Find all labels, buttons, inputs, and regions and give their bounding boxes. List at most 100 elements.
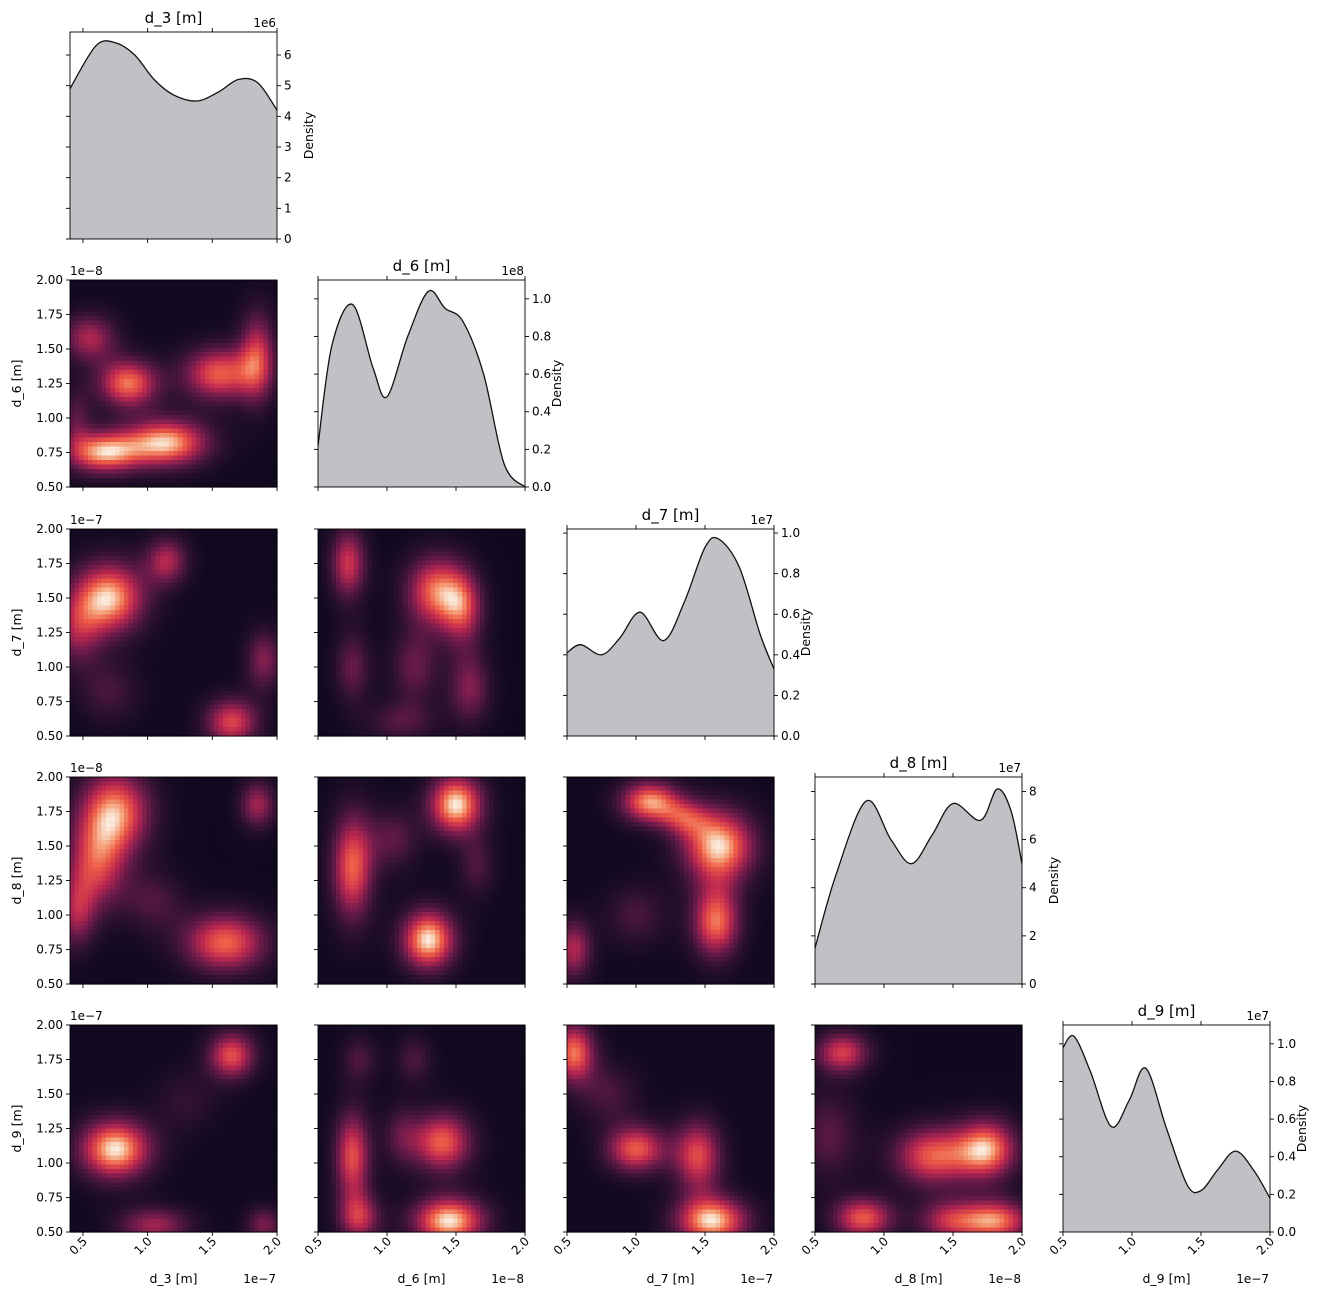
heatmap-cells xyxy=(567,1025,775,1233)
marginal-title: d_7 [m] xyxy=(642,506,700,525)
density-tick-label: 0.0 xyxy=(532,480,551,494)
y-tick-label: 1.50 xyxy=(36,342,63,356)
heatmap-3-4 xyxy=(567,777,775,985)
heatmap-cells xyxy=(815,1025,1023,1233)
y-tick-label: 0.75 xyxy=(36,695,63,709)
density-tick-label: 0.0 xyxy=(781,729,800,743)
marginal-title: d_6 [m] xyxy=(393,257,451,276)
density-axis-label: Density xyxy=(1294,1104,1309,1152)
density-tick-label: 1.0 xyxy=(1277,1037,1296,1051)
density-tick-label: 0.2 xyxy=(781,688,800,702)
y-tick-label: 1.00 xyxy=(36,1156,63,1170)
density-tick-label: 2 xyxy=(1029,929,1037,943)
heatmap-2-3 xyxy=(318,529,526,737)
marginal-title: d_9 [m] xyxy=(1138,1002,1196,1021)
y-tick-label: 2.00 xyxy=(36,770,63,784)
density-offset-label: 1e6 xyxy=(253,16,276,30)
density-tick-label: 1.0 xyxy=(781,526,800,540)
x-offset-label: 1e−7 xyxy=(243,1272,276,1286)
y-tick-label: 1.75 xyxy=(36,805,63,819)
y-tick-label: 0.50 xyxy=(36,729,63,743)
heatmap-1-2 xyxy=(70,280,278,488)
density-tick-label: 2 xyxy=(284,171,292,185)
density-tick-label: 6 xyxy=(284,48,292,62)
heatmap-cells xyxy=(70,777,278,985)
y-tick-label: 1.25 xyxy=(36,377,63,391)
density-tick-label: 0.8 xyxy=(1277,1074,1296,1088)
y-tick-label: 1.00 xyxy=(36,660,63,674)
density-tick-label: 0 xyxy=(284,232,292,246)
density-offset-label: 1e7 xyxy=(998,761,1021,775)
x-axis-title: d_7 [m] xyxy=(646,1271,694,1286)
heatmap-cells xyxy=(318,777,526,985)
y-tick-label: 2.00 xyxy=(36,273,63,287)
y-offset-label: 1e−8 xyxy=(70,264,103,278)
y-tick-label: 1.25 xyxy=(36,626,63,640)
x-offset-label: 1e−8 xyxy=(988,1272,1021,1286)
density-axis-label: Density xyxy=(798,608,813,656)
heatmap-2-4 xyxy=(318,777,526,985)
x-offset-label: 1e−7 xyxy=(1236,1272,1269,1286)
density-tick-label: 3 xyxy=(284,140,292,154)
density-axis-label: Density xyxy=(549,359,564,407)
y-offset-label: 1e−7 xyxy=(70,1009,103,1023)
density-axis-label: Density xyxy=(1046,856,1061,904)
y-tick-label: 1.00 xyxy=(36,908,63,922)
y-axis-title: d_8 [m] xyxy=(9,856,24,904)
y-axis-title: d_6 [m] xyxy=(9,359,24,407)
heatmap-2-5 xyxy=(318,1025,526,1233)
heatmap-4-5 xyxy=(815,1025,1023,1233)
y-tick-label: 1.25 xyxy=(36,874,63,888)
density-tick-label: 6 xyxy=(1029,833,1037,847)
y-tick-label: 1.50 xyxy=(36,591,63,605)
y-tick-label: 1.25 xyxy=(36,1122,63,1136)
density-tick-label: 8 xyxy=(1029,784,1037,798)
density-offset-label: 1e8 xyxy=(501,264,524,278)
y-tick-label: 2.00 xyxy=(36,1018,63,1032)
heatmap-cells xyxy=(70,1025,278,1233)
y-tick-label: 1.75 xyxy=(36,1053,63,1067)
y-tick-label: 1.50 xyxy=(36,1087,63,1101)
y-offset-label: 1e−8 xyxy=(70,761,103,775)
heatmap-1-3 xyxy=(70,529,278,737)
density-tick-label: 5 xyxy=(284,79,292,93)
density-tick-label: 0.0 xyxy=(1277,1225,1296,1239)
density-tick-label: 0 xyxy=(1029,977,1037,991)
heatmap-3-5 xyxy=(567,1025,775,1233)
y-tick-label: 1.75 xyxy=(36,557,63,571)
heatmap-cells xyxy=(70,280,278,488)
y-tick-label: 0.75 xyxy=(36,943,63,957)
y-tick-label: 1.75 xyxy=(36,308,63,322)
x-axis-title: d_8 [m] xyxy=(894,1271,942,1286)
density-tick-label: 0.2 xyxy=(532,442,551,456)
y-tick-label: 1.50 xyxy=(36,839,63,853)
density-tick-label: 4 xyxy=(284,109,292,123)
density-tick-label: 0.2 xyxy=(1277,1187,1296,1201)
density-tick-label: 0.8 xyxy=(781,567,800,581)
density-tick-label: 1 xyxy=(284,201,292,215)
marginal-title: d_8 [m] xyxy=(890,754,948,773)
y-tick-label: 0.75 xyxy=(36,446,63,460)
y-tick-label: 1.00 xyxy=(36,411,63,425)
y-axis-title: d_9 [m] xyxy=(9,1104,24,1152)
y-tick-label: 0.75 xyxy=(36,1191,63,1205)
y-axis-title: d_7 [m] xyxy=(9,608,24,656)
y-tick-label: 0.50 xyxy=(36,1225,63,1239)
heatmap-1-4 xyxy=(70,777,278,985)
y-offset-label: 1e−7 xyxy=(70,513,103,527)
density-tick-label: 1.0 xyxy=(532,292,551,306)
density-offset-label: 1e7 xyxy=(750,513,773,527)
y-tick-label: 2.00 xyxy=(36,522,63,536)
heatmap-cells xyxy=(70,529,278,737)
heatmap-cells xyxy=(318,1025,526,1233)
heatmap-1-5 xyxy=(70,1025,278,1233)
y-tick-label: 0.50 xyxy=(36,977,63,991)
x-offset-label: 1e−7 xyxy=(740,1272,773,1286)
marginal-title: d_3 [m] xyxy=(145,9,203,28)
x-axis-title: d_6 [m] xyxy=(397,1271,445,1286)
density-tick-label: 4 xyxy=(1029,881,1037,895)
density-axis-label: Density xyxy=(301,111,316,159)
x-offset-label: 1e−8 xyxy=(491,1272,524,1286)
x-axis-title: d_9 [m] xyxy=(1142,1271,1190,1286)
